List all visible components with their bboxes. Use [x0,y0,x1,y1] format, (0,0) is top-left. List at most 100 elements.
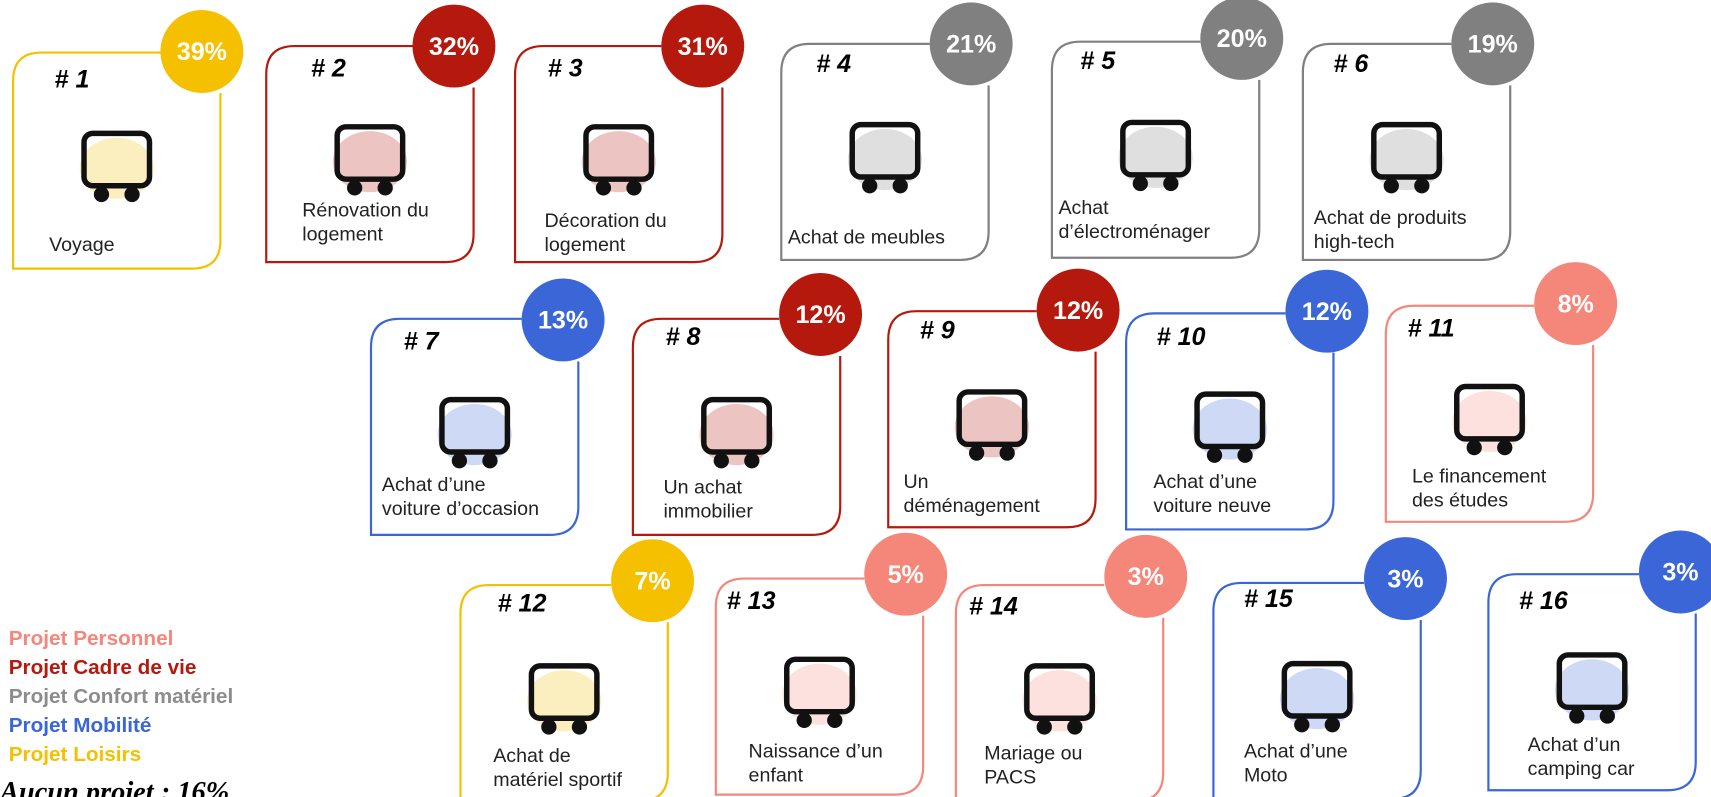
icon [969,445,984,460]
card-label: des études [1412,490,1508,512]
rank: # 7 [404,327,440,355]
card: 12%# 8Un achatimmobilier [633,273,862,535]
card-label: voiture d’occasion [382,498,539,520]
card-label: déménagement [904,495,1041,517]
icon [1294,717,1309,732]
legend-item: Projet Confort matériel [9,685,234,708]
icon [1414,178,1429,193]
card-label: Mariage ou [984,743,1082,765]
card-label: PACS [984,767,1036,789]
icon [744,453,759,468]
rank: # 13 [727,587,776,615]
card-label: logement [302,223,383,245]
icon-glow [955,396,1029,457]
icon [893,178,908,193]
icon [347,180,362,195]
percent: 3% [1128,563,1164,591]
rank: # 5 [1080,47,1116,75]
rank: # 14 [969,593,1018,621]
percent: 21% [946,31,996,59]
icon [827,713,842,728]
card-label: Décoration du [545,210,667,232]
icon-glow [527,670,601,731]
card-label: voiture neuve [1153,495,1271,517]
card-label: logement [545,234,626,256]
infographic: Aucun projet : 16% 39%# 1Voyage32%# 2Rén… [0,0,1711,797]
card-label: camping car [1528,758,1635,780]
card-label: Achat de [493,745,571,767]
icon [1467,440,1482,455]
icon-glow [1118,127,1192,188]
card-label: matériel sportif [493,769,622,791]
icon-glow [1280,668,1354,729]
card-label: d’électroménager [1058,221,1210,243]
card-label: Un [904,471,929,493]
card-label: immobilier [663,500,753,522]
percent: 5% [888,561,924,589]
card-label: high-tech [1314,231,1395,253]
rank: # 2 [311,55,346,83]
card-label: Naissance d’un [749,741,883,763]
rank: # 6 [1333,50,1369,78]
rank: # 15 [1244,585,1294,613]
icon-glow [80,138,154,199]
card-label: Moto [1244,765,1288,787]
icon [1384,178,1399,193]
icon [596,180,611,195]
icon [862,178,877,193]
card: 32%# 2Rénovation dulogement [266,5,495,263]
icon-glow [582,131,656,192]
rank: # 9 [920,316,955,344]
card-label: Achat d’une [1153,471,1257,493]
legend-item: Projet Loisirs [9,743,141,766]
icon [714,453,729,468]
icon [1237,448,1252,463]
icon-glow [438,404,512,465]
icon [572,719,587,734]
rank: # 12 [498,589,547,617]
card-label: enfant [749,765,804,787]
card-label: Achat [1058,197,1109,219]
legend-item: Projet Cadre de vie [9,656,197,679]
icon-glow [1555,659,1629,720]
icon [1600,708,1615,723]
icon-glow [1193,399,1267,460]
percent: 12% [795,301,845,329]
rank: # 3 [548,55,583,83]
percent: 31% [678,33,728,61]
icon [1037,719,1052,734]
icon [124,187,139,202]
icon-glow [848,129,922,190]
card: 8% # 11 Le financementdes études [1386,262,1617,522]
card-label: Le financement [1412,466,1547,488]
card-label: Voyage [49,234,115,256]
card-label: Achat de produits [1314,207,1467,229]
icon [797,713,812,728]
icon [482,453,497,468]
rank: # 11 [1408,314,1455,342]
icon [378,180,393,195]
rank: # 16 [1519,587,1569,615]
rank: # 4 [816,50,851,78]
percent: 12% [1302,298,1352,326]
card: 3%# 15Achat d’uneMoto [1213,537,1447,797]
percent: 13% [538,307,588,335]
icon [1497,440,1512,455]
icon-glow [1452,391,1526,452]
percent: 8% [1558,290,1594,318]
card-label: Un achat [663,476,742,498]
percent: 32% [429,33,479,61]
icon [1325,717,1340,732]
card-label: Achat de meubles [788,227,945,249]
icon [94,187,109,202]
percent: 3% [1387,565,1423,593]
icon [1569,708,1584,723]
card: 21% # 4 Achat de meubles [781,2,1012,260]
percent: 12% [1053,297,1103,325]
icon [1163,176,1178,191]
